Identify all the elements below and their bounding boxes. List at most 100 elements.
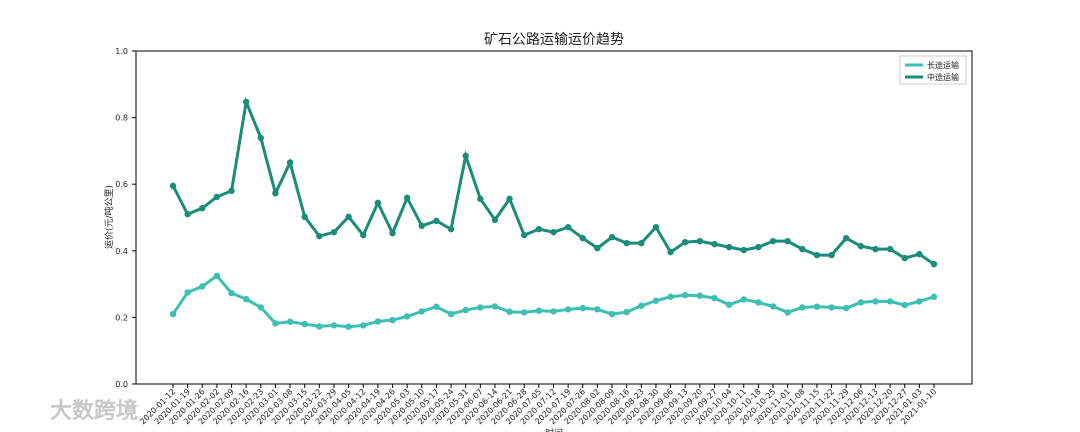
point	[257, 134, 265, 142]
point	[696, 292, 704, 299]
y-axis-label: 运价(元/吨公里)	[103, 185, 115, 249]
point	[638, 302, 645, 309]
y-tick-label: 1.0	[115, 47, 128, 56]
point	[330, 322, 338, 329]
point	[447, 310, 455, 318]
point	[535, 307, 543, 314]
point	[184, 210, 191, 218]
line	[171, 96, 935, 266]
point	[784, 237, 791, 245]
point	[886, 245, 894, 253]
point	[389, 229, 396, 237]
point	[696, 237, 704, 245]
point	[506, 195, 513, 203]
point	[506, 308, 513, 315]
point	[521, 231, 528, 239]
point	[389, 316, 396, 324]
point	[755, 299, 762, 306]
point	[916, 298, 923, 305]
point	[535, 225, 543, 233]
point	[784, 309, 791, 316]
point	[623, 239, 630, 247]
y-tick-label: 0.0	[115, 380, 128, 389]
point	[930, 260, 938, 268]
point	[447, 225, 455, 233]
point	[199, 204, 206, 212]
point	[711, 294, 718, 302]
point	[301, 213, 308, 221]
point	[374, 318, 382, 325]
legend-text: 长途运输	[927, 60, 959, 70]
point	[477, 195, 484, 203]
point	[901, 301, 908, 309]
chart-title: 矿石公路运输运价趋势	[484, 32, 624, 48]
point	[799, 245, 806, 253]
point	[491, 216, 499, 224]
point	[316, 232, 323, 240]
point	[477, 304, 484, 311]
point	[433, 303, 440, 310]
point	[360, 322, 367, 329]
point	[330, 228, 338, 236]
point	[418, 222, 425, 230]
point	[872, 298, 879, 305]
plot-frame	[135, 50, 973, 385]
legend-text: 中途运输	[927, 72, 959, 82]
legend-box	[899, 55, 967, 85]
point	[286, 159, 294, 166]
point	[374, 199, 382, 207]
point	[813, 303, 821, 310]
point	[316, 323, 323, 330]
point	[213, 193, 221, 201]
y-tick-label: 0.4	[115, 247, 128, 256]
point	[564, 223, 572, 231]
point	[579, 304, 586, 312]
point	[755, 243, 762, 251]
point	[257, 304, 265, 311]
x-axis-label: 时间	[545, 427, 563, 432]
line	[171, 273, 935, 329]
point	[930, 293, 938, 300]
point	[813, 251, 821, 259]
point	[491, 303, 499, 310]
point	[550, 228, 557, 236]
point	[345, 323, 352, 330]
point	[360, 231, 367, 239]
point	[169, 182, 177, 190]
y-tick-label: 0.2	[115, 313, 128, 322]
point	[652, 297, 660, 304]
point	[199, 283, 206, 290]
point	[272, 189, 279, 197]
point	[242, 295, 250, 303]
point	[857, 299, 865, 306]
point	[184, 289, 191, 296]
point	[228, 187, 235, 195]
point	[711, 240, 718, 248]
point	[740, 246, 747, 254]
point	[608, 233, 616, 241]
point	[799, 304, 806, 311]
y-tick-label: 0.8	[115, 114, 128, 123]
point	[842, 304, 850, 312]
point	[828, 304, 835, 311]
point	[828, 251, 835, 259]
point	[682, 291, 689, 299]
point	[652, 223, 660, 231]
point	[403, 194, 411, 202]
point	[857, 242, 865, 250]
point	[550, 308, 557, 315]
point	[462, 152, 469, 160]
point	[579, 234, 586, 242]
point	[916, 250, 923, 258]
point	[638, 239, 645, 247]
point	[228, 289, 235, 297]
point	[608, 310, 616, 318]
point	[842, 234, 850, 242]
point	[682, 238, 689, 246]
point	[740, 296, 747, 303]
point	[594, 244, 601, 252]
point	[725, 301, 733, 308]
point	[213, 272, 221, 279]
point	[886, 298, 894, 305]
